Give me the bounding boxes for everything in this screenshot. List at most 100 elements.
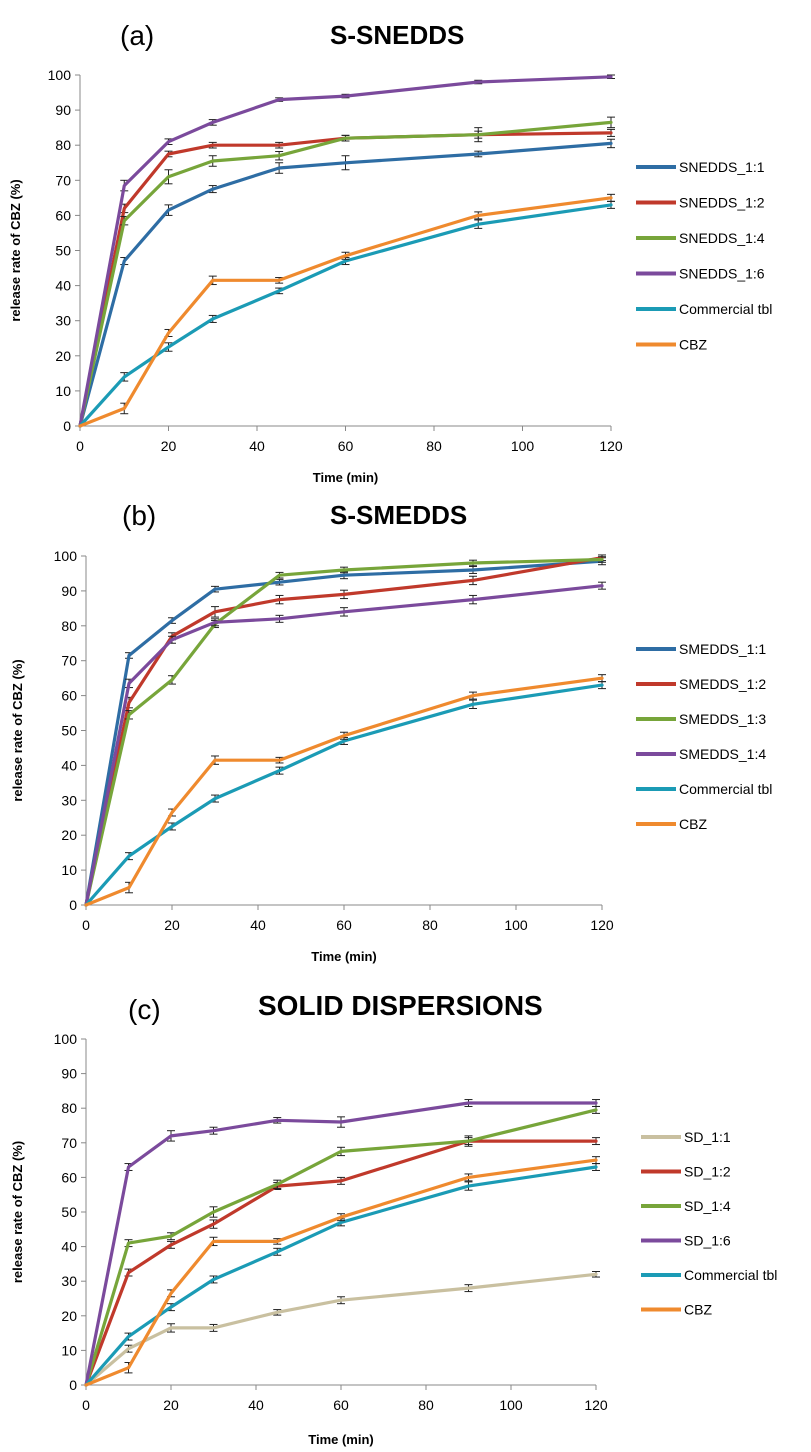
legend-entry: SNEDDS_1:2 bbox=[636, 195, 765, 211]
series-SNEDDS_1:4 bbox=[78, 116, 615, 428]
series-line bbox=[84, 559, 604, 907]
legend-entry: SNEDDS_1:6 bbox=[636, 266, 765, 282]
y-tick-label: 20 bbox=[55, 348, 71, 364]
y-tick-label: 0 bbox=[69, 1377, 77, 1393]
legend-entry: SD_1:6 bbox=[641, 1233, 731, 1249]
legend-label: Commercial tbl bbox=[684, 1267, 777, 1283]
legend-entry: Commercial tbl bbox=[636, 781, 772, 797]
line-chart-svg: 0 10 20 30 40 50 60 70 80 90 100 0 20 40 60 80 100 120 Tim… bbox=[8, 67, 772, 485]
legend-entry: SMEDDS_1:4 bbox=[636, 746, 766, 762]
legend-entry: SD_1:1 bbox=[641, 1129, 731, 1145]
legend-entry: SD_1:2 bbox=[641, 1164, 731, 1180]
series-SMEDDS_1:1 bbox=[84, 557, 606, 907]
series-SNEDDS_1:2 bbox=[78, 128, 615, 428]
line-chart-svg: 0 10 20 30 40 50 60 70 80 90 100 0 20 40 60 80 100 120 Tim… bbox=[10, 1031, 777, 1447]
y-tick-label: 100 bbox=[54, 1031, 78, 1047]
legend-label: SNEDDS_1:4 bbox=[679, 230, 765, 246]
y-tick-label: 20 bbox=[61, 1308, 77, 1324]
x-tick-label: 60 bbox=[338, 438, 354, 454]
chart-title: S-SMEDDS bbox=[330, 500, 468, 530]
legend-label: SNEDDS_1:6 bbox=[679, 266, 765, 282]
series-line bbox=[78, 75, 613, 428]
x-tick-label: 40 bbox=[250, 917, 266, 933]
series-line bbox=[84, 683, 604, 907]
series-SMEDDS_1:3 bbox=[84, 556, 606, 907]
chart-title: SOLID DISPERSIONS bbox=[258, 990, 543, 1021]
series-line bbox=[84, 584, 604, 907]
x-axis-title: Time (min) bbox=[311, 949, 377, 964]
x-tick-label: 120 bbox=[584, 1397, 608, 1413]
legend-label: CBZ bbox=[679, 816, 707, 832]
legend-label: SD_1:1 bbox=[684, 1129, 731, 1145]
line-chart-svg: 0 10 20 30 40 50 60 70 80 90 100 0 20 40 60 80 100 120 Tim… bbox=[10, 548, 772, 964]
x-tick-label: 20 bbox=[164, 917, 180, 933]
legend-entry: SMEDDS_1:2 bbox=[636, 676, 766, 692]
y-tick-label: 90 bbox=[61, 583, 77, 599]
series-line bbox=[78, 196, 613, 428]
legend-label: CBZ bbox=[684, 1302, 712, 1318]
y-axis-title: release rate of CBZ (%) bbox=[10, 659, 25, 801]
y-tick-label: 80 bbox=[61, 1100, 77, 1116]
y-tick-label: 60 bbox=[61, 1169, 77, 1185]
x-tick-label: 80 bbox=[426, 438, 442, 454]
series-line bbox=[84, 1165, 598, 1387]
series-line bbox=[78, 141, 613, 428]
legend-entry: CBZ bbox=[636, 816, 707, 832]
legend-entry: Commercial tbl bbox=[641, 1267, 777, 1283]
legend-label: CBZ bbox=[679, 337, 707, 353]
series-line bbox=[78, 203, 613, 428]
series-line bbox=[78, 131, 613, 428]
chart-panel-a: (a) S-SNEDDS 0 10 20 30 40 50 60 70 80 90 100 0 20 40… bbox=[0, 0, 811, 486]
series-line bbox=[78, 120, 613, 428]
series-SNEDDS_1:6 bbox=[78, 74, 615, 428]
legend-label: Commercial tbl bbox=[679, 781, 772, 797]
x-tick-label: 60 bbox=[333, 1397, 349, 1413]
panel-label: (c) bbox=[128, 994, 161, 1025]
y-tick-label: 30 bbox=[55, 313, 71, 329]
y-tick-label: 100 bbox=[54, 548, 78, 564]
y-tick-label: 90 bbox=[61, 1066, 77, 1082]
series-SNEDDS_1:1 bbox=[78, 138, 615, 428]
y-tick-label: 40 bbox=[61, 1239, 77, 1255]
y-tick-label: 90 bbox=[55, 102, 71, 118]
legend-entry: SNEDDS_1:4 bbox=[636, 230, 765, 246]
y-tick-label: 80 bbox=[61, 618, 77, 634]
legend-entry: CBZ bbox=[641, 1302, 712, 1318]
x-tick-label: 0 bbox=[76, 438, 84, 454]
chart-title: S-SNEDDS bbox=[330, 20, 465, 50]
legend-label: SNEDDS_1:1 bbox=[679, 159, 765, 175]
x-axis-title: Time (min) bbox=[313, 470, 379, 485]
legend-entry: CBZ bbox=[636, 337, 707, 353]
legend-label: SMEDDS_1:2 bbox=[679, 676, 766, 692]
x-tick-label: 20 bbox=[163, 1397, 179, 1413]
y-tick-label: 40 bbox=[61, 757, 77, 773]
y-tick-label: 10 bbox=[61, 1342, 77, 1358]
y-tick-label: 50 bbox=[55, 243, 71, 259]
series-CBZ bbox=[84, 674, 606, 907]
legend-entry: SMEDDS_1:1 bbox=[636, 641, 766, 657]
series-line bbox=[84, 1158, 598, 1387]
series-SMEDDS_1:4 bbox=[84, 581, 606, 907]
x-tick-label: 0 bbox=[82, 917, 90, 933]
x-tick-label: 120 bbox=[599, 438, 623, 454]
legend-entry: SNEDDS_1:1 bbox=[636, 159, 765, 175]
series-SD_1:6 bbox=[84, 1099, 600, 1387]
x-tick-label: 40 bbox=[249, 438, 265, 454]
x-tick-label: 100 bbox=[504, 917, 528, 933]
y-tick-label: 40 bbox=[55, 278, 71, 294]
x-tick-label: 80 bbox=[418, 1397, 434, 1413]
series-line bbox=[84, 676, 604, 907]
y-tick-label: 70 bbox=[55, 172, 71, 188]
y-tick-label: 50 bbox=[61, 1204, 77, 1220]
series-SD_1:1 bbox=[84, 1271, 600, 1387]
x-tick-label: 120 bbox=[590, 917, 614, 933]
y-tick-label: 60 bbox=[61, 688, 77, 704]
legend-entry: SD_1:4 bbox=[641, 1198, 731, 1214]
y-tick-label: 100 bbox=[48, 67, 72, 83]
y-tick-label: 10 bbox=[61, 862, 77, 878]
x-tick-label: 100 bbox=[499, 1397, 523, 1413]
x-tick-label: 100 bbox=[511, 438, 535, 454]
series-CBZ bbox=[78, 193, 615, 428]
x-tick-label: 40 bbox=[248, 1397, 264, 1413]
y-tick-label: 20 bbox=[61, 827, 77, 843]
